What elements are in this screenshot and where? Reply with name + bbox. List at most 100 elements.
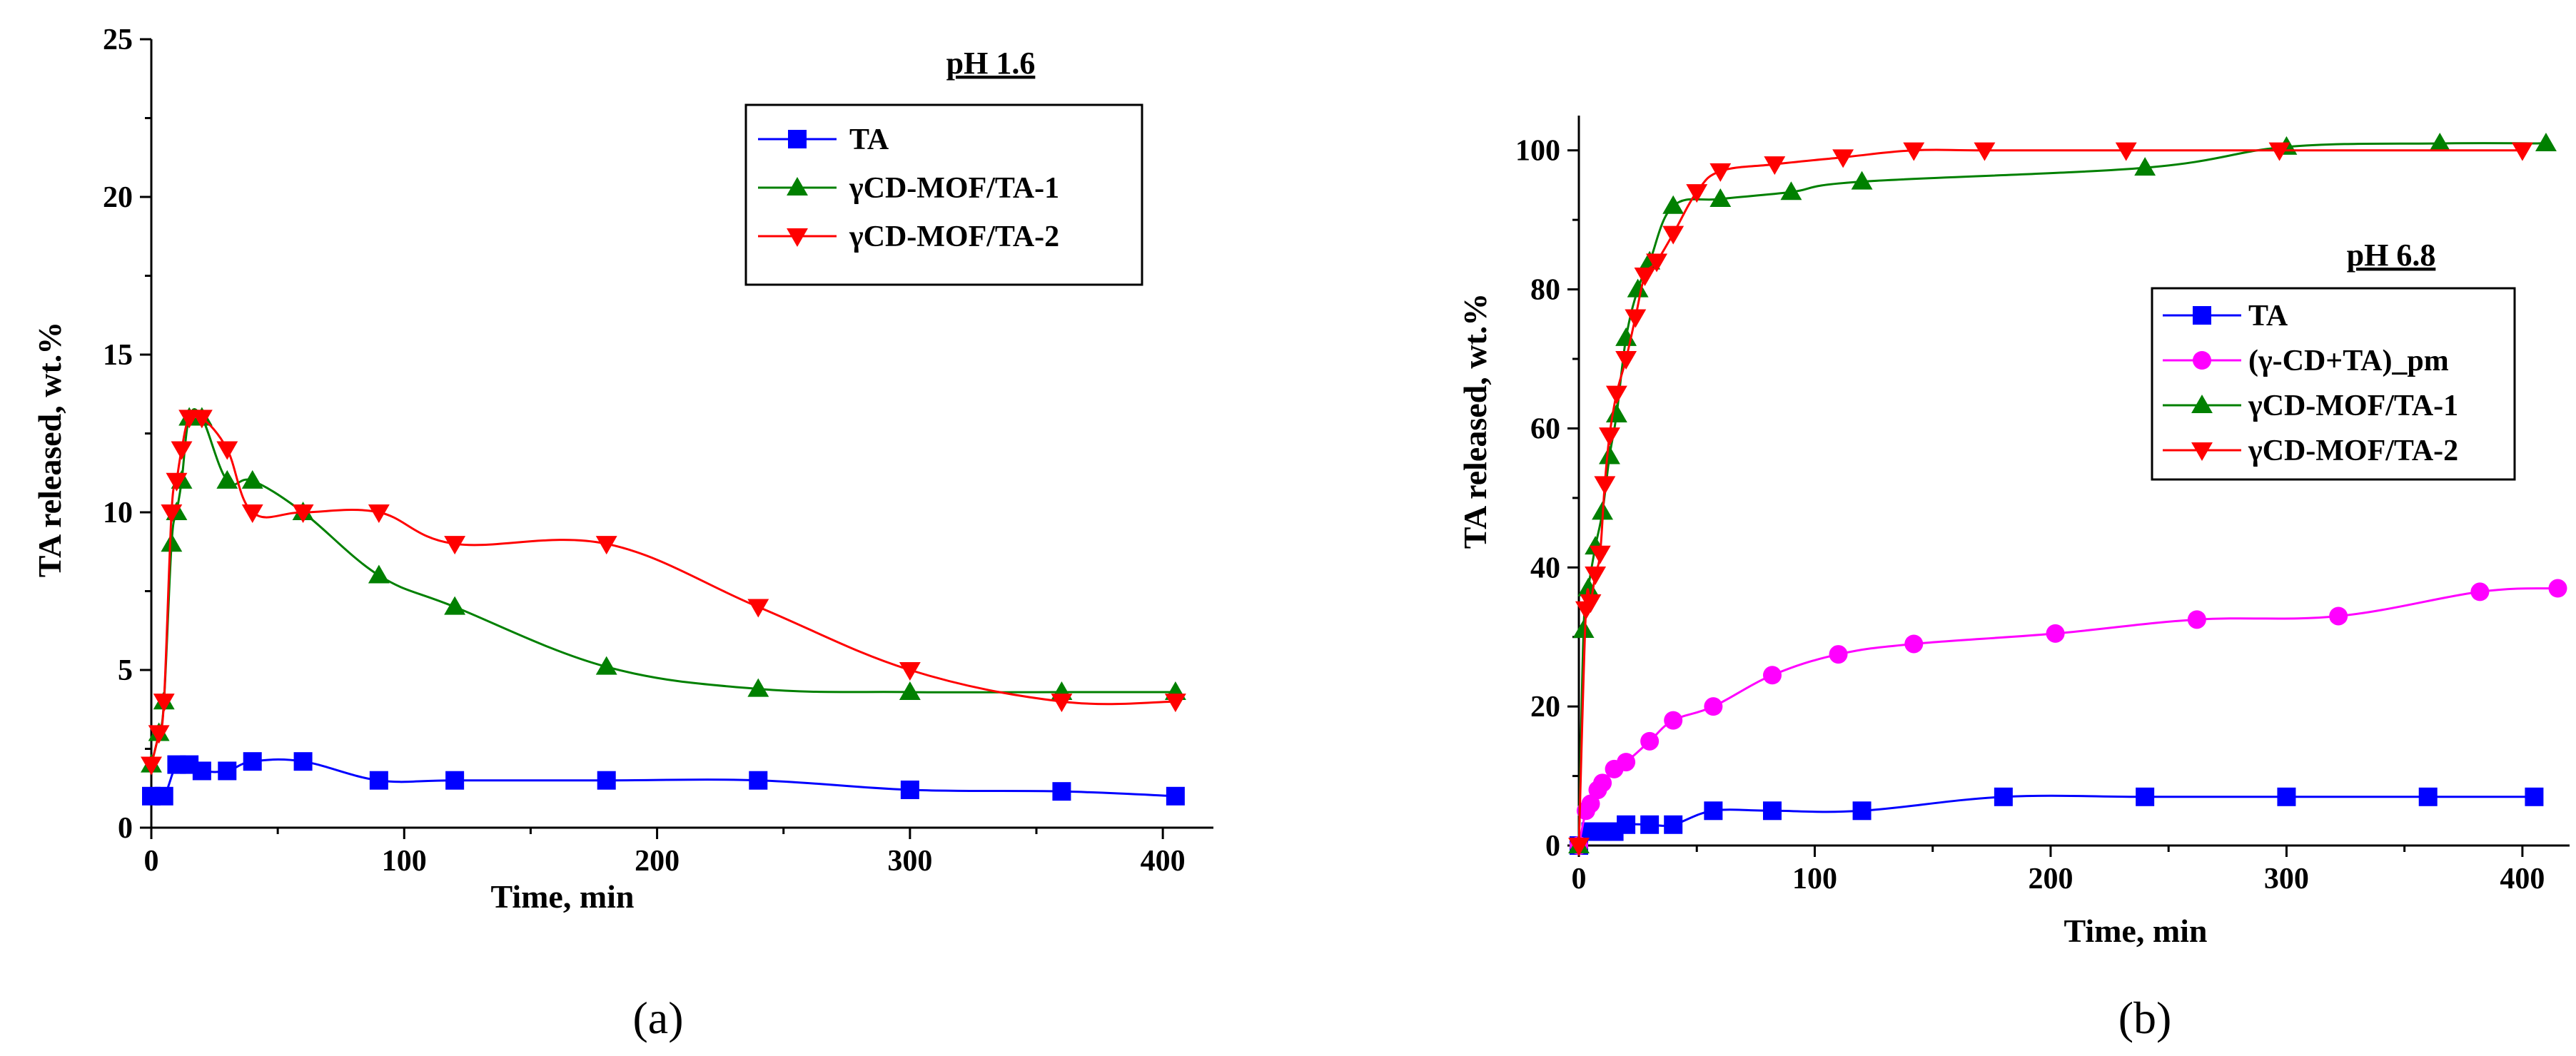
panel-b-legend-item: TA	[2163, 300, 2288, 332]
panel-b-data-point	[1852, 801, 1872, 821]
panel-a-x-tick-label: 0	[144, 845, 159, 878]
panel-a-ph-annotation: pH 1.6	[946, 46, 1036, 81]
panel-b-legend-item: γCD-MOF/TA-2	[2163, 435, 2458, 467]
panel-b-data-point	[1625, 309, 1647, 328]
panel-b-data-point	[1580, 594, 1602, 613]
panel-a-legend-label: γCD-MOF/TA-1	[849, 172, 1059, 205]
panel-b-legend-marker	[2191, 395, 2213, 414]
panel-b-x-tick-label: 100	[1792, 863, 1837, 895]
panel-b-data-point	[1615, 327, 1637, 346]
panel-a-data-point	[747, 599, 769, 618]
panel-a-legend-item: TA	[758, 123, 889, 156]
panel-a-label: (a)	[632, 992, 683, 1043]
panel-a-data-point	[595, 656, 617, 675]
panel-a-data-point	[241, 504, 263, 523]
panel-b-y-tick-label: 20	[1530, 691, 1560, 724]
panel-a-data-point	[216, 469, 238, 489]
panel-b-data-point	[1762, 666, 1782, 685]
panel-b-data-point	[1762, 801, 1782, 821]
panel-a-data-point	[243, 752, 262, 771]
panel-b-x-axis-title: Time, min	[2064, 913, 2207, 949]
panel-b-data-point	[2134, 157, 2156, 176]
panel-b-legend-items: TA (γ-CD+TA)_pm γCD-MOF/TA-1 γCD-MOF/TA-2	[2163, 300, 2458, 467]
panel-b-legend-item: γCD-MOF/TA-1	[2163, 390, 2458, 422]
panel-a-data-point	[369, 771, 388, 790]
panel-a-data-point	[166, 472, 188, 492]
panel-b-legend-marker	[2191, 442, 2213, 461]
panel-b-data-point	[1764, 156, 1786, 176]
panel-b-data-point	[1709, 188, 1732, 207]
panel-b-x-tick-label: 400	[2500, 863, 2545, 895]
panel-a-data-point	[292, 504, 314, 523]
panel-b-legend-label: (γ-CD+TA)_pm	[2248, 345, 2449, 377]
panel-b-data-point	[2535, 133, 2557, 152]
panel-b-data-point	[1568, 837, 1590, 856]
panel-a-x-axis-title: Time, min	[490, 878, 634, 915]
panel-b-data-point	[1599, 445, 1620, 464]
panel-a-data-point	[368, 564, 390, 584]
panel-b-data-point	[1615, 350, 1637, 370]
panel-b-data-point	[1617, 753, 1636, 772]
panel-a-data-point	[749, 771, 768, 790]
panel-b-legend-marker	[2193, 351, 2211, 370]
panel-b-legend-label: γCD-MOF/TA-2	[2248, 435, 2458, 467]
panel-b-data-point	[1581, 794, 1600, 813]
panel-b-x-tick-label: 0	[1572, 863, 1587, 895]
panel-b-data-point	[1664, 711, 1683, 730]
panel-b-data-point	[1851, 171, 1873, 190]
panel-a-data-point	[445, 771, 465, 790]
panel-b-data-point	[2418, 787, 2438, 806]
panel-a-series-line	[150, 412, 1176, 765]
panel-b-data-point	[1599, 427, 1620, 447]
panel-a-data-point	[191, 410, 213, 429]
panel-a-data-point	[597, 771, 616, 790]
panel-a-legend-item: γCD-MOF/TA-2	[758, 220, 1059, 253]
panel-b-series	[1568, 133, 2567, 856]
panel-b-y-axis-title: TA released, wt.%	[1457, 293, 1493, 549]
panel-b-data-point	[2268, 142, 2290, 161]
panel-b-data-point	[1904, 634, 1924, 654]
panel-b-legend-marker	[2193, 306, 2211, 325]
panel-a-data-point	[1166, 786, 1185, 806]
panel-b-y-tick-label: 0	[1545, 830, 1560, 863]
panel-a-legend-marker	[787, 177, 808, 196]
panel-b-data-point	[1585, 566, 1607, 585]
panel-a-series-0	[142, 752, 1185, 806]
panel-b-series-3	[1568, 142, 2533, 856]
panel-a-legend-marker	[788, 130, 807, 148]
panel-b-data-point	[2329, 606, 2348, 626]
panel-a-data-point	[368, 504, 390, 523]
panel-a-series-2	[141, 410, 1186, 776]
panel-b-series-line	[1577, 587, 2558, 846]
panel-a-y-tick-label: 0	[118, 812, 133, 845]
panel-a-y-tick-label: 20	[103, 181, 133, 214]
panel-b-data-point	[1634, 268, 1656, 287]
panel-b-legend-label: γCD-MOF/TA-1	[2248, 390, 2458, 422]
panel-a-data-point	[900, 780, 919, 799]
panel-b-data-point	[2548, 579, 2567, 598]
panel-a: 0 100 200 300 400 0 5 10 15 20 25 Time, min TA rel…	[31, 24, 1213, 1043]
panel-a-y-tick-label: 15	[103, 339, 133, 372]
panel-b-label: (b)	[2118, 992, 2172, 1043]
panel-b-data-point	[1593, 773, 1612, 793]
panel-b-data-point	[1662, 225, 1684, 245]
panel-a-data-point	[241, 469, 263, 489]
panel-b-data-point	[1605, 385, 1627, 405]
panel-a-x-tick-label: 100	[382, 845, 427, 878]
panel-b-data-point	[1627, 278, 1649, 298]
panel-b-data-point	[1572, 619, 1595, 639]
panel-b-data-point	[2429, 133, 2451, 152]
panel-a-data-point	[444, 536, 466, 555]
panel-b-data-point	[2470, 582, 2490, 601]
panel-b-x-tick-label: 200	[2028, 863, 2073, 895]
panel-a-legend-box	[744, 103, 1143, 286]
panel-a-data-point	[171, 441, 193, 460]
panel-b-data-point	[2115, 142, 2137, 161]
panel-b-data-point	[1605, 403, 1627, 422]
panel-a-data-point	[899, 681, 921, 700]
panel-a-data-point	[1052, 782, 1071, 801]
panel-b-data-point	[1589, 545, 1611, 564]
panel-b-data-point	[2136, 787, 2155, 806]
